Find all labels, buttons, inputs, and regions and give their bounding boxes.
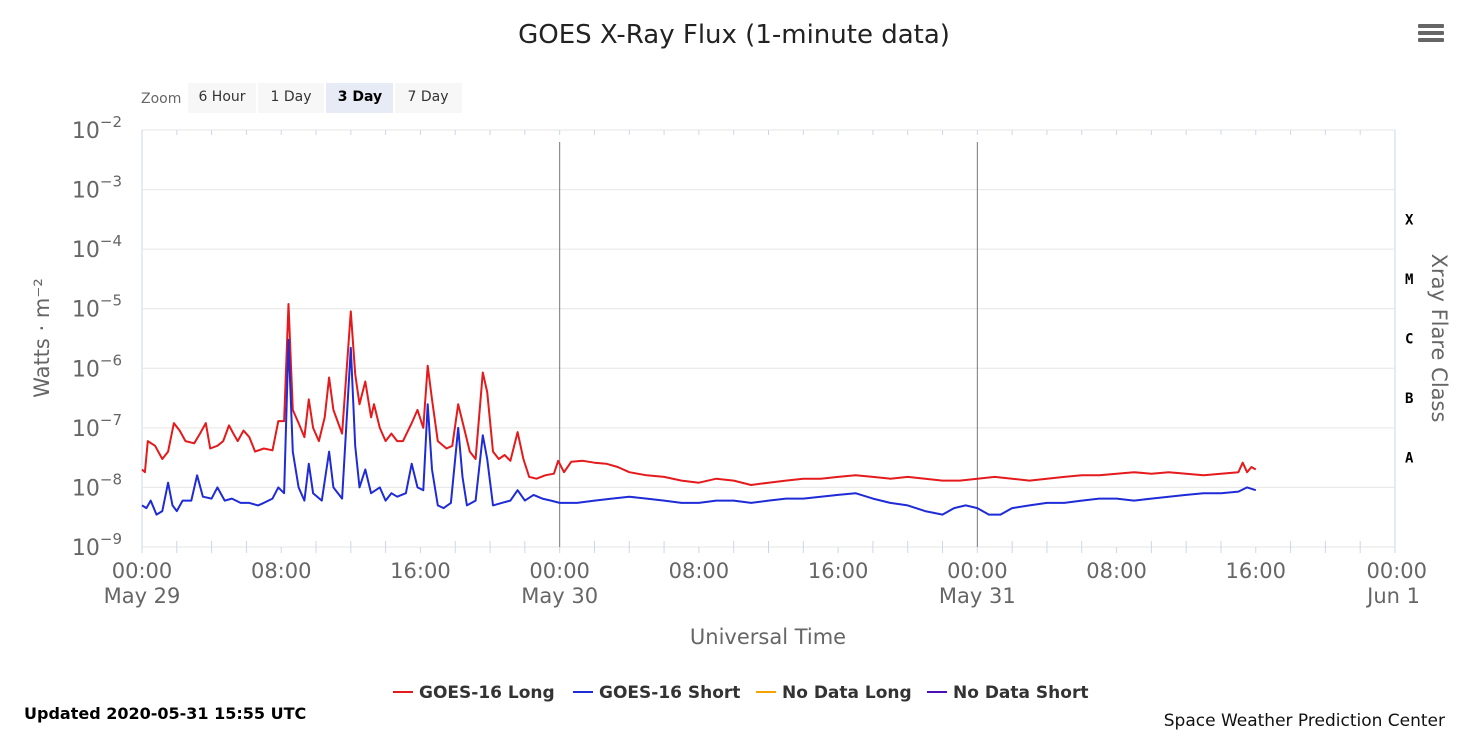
flare-class-m: M [1405,272,1413,288]
x-tick-date-6: May 31 [939,584,1016,608]
y-axis-tick-labels: 10−2 10−3 10−4 10−5 10−6 10−7 10−8 10−9 [72,113,122,561]
zoom-button-6h-label: 6 Hour [198,89,245,105]
x-tick-label-0: 00:00 [112,559,173,583]
zoom-button-3d-label: 3 Day [338,89,382,105]
x-tick-label-6: 00:00 [947,559,1008,583]
flare-class-x: X [1405,212,1414,228]
legend-item-no-data-short[interactable]: No Data Short [927,683,1088,703]
flare-class-c: C [1405,332,1413,348]
x-axis-ticks [141,130,1396,553]
x-tick-date-0: May 29 [104,584,181,608]
zoom-button-1d-label: 1 Day [270,89,311,105]
chart-title: GOES X-Ray Flux (1-minute data) [518,20,950,50]
x-tick-label-1: 08:00 [251,559,312,583]
x-tick-date-3: May 30 [521,584,598,608]
series-line-goes-16-long [141,303,1257,486]
flare-class-a: A [1405,451,1414,467]
y-tick-label-2: 10−4 [72,232,122,263]
zoom-controls: Zoom 6 Hour 1 Day 3 Day 7 Day [141,83,462,113]
updated-timestamp: Updated 2020-05-31 15:55 UTC [24,704,307,723]
zoom-label: Zoom [141,91,181,107]
y-axis-label: Watts · m⁻² [30,278,54,398]
zoom-button-3d[interactable]: 3 Day [326,83,393,113]
x-tick-label-4: 08:00 [669,559,730,583]
series-lines [141,303,1257,516]
legend-label: No Data Long [782,683,912,703]
zoom-button-6h[interactable]: 6 Hour [188,83,256,113]
flare-class-labels: X M C B A [1405,212,1414,466]
y-tick-label-4: 10−6 [72,351,122,382]
y-tick-label-0: 10−2 [72,113,122,144]
zoom-button-7d[interactable]: 7 Day [395,83,462,113]
legend-label: No Data Short [953,683,1088,703]
legend: GOES-16 Long GOES-16 Short No Data Long No … [393,683,1088,703]
y-tick-label-5: 10−7 [72,411,122,442]
x-tick-label-7: 08:00 [1086,559,1147,583]
y-tick-label-7: 10−9 [72,530,122,561]
legend-item-goes-16-long[interactable]: GOES-16 Long [393,683,555,703]
y-tick-label-6: 10−8 [72,470,122,501]
legend-label: GOES-16 Long [419,683,555,703]
series-line-goes-16-short [141,338,1257,516]
legend-item-goes-16-short[interactable]: GOES-16 Short [573,683,740,703]
y-tick-label-1: 10−3 [72,173,122,204]
flare-class-b: B [1405,391,1413,407]
x-tick-label-5: 16:00 [808,559,869,583]
zoom-button-1d[interactable]: 1 Day [258,83,324,113]
y-axis-right-label: Xray Flare Class [1427,254,1451,423]
x-tick-date-9: Jun 1 [1365,584,1420,608]
x-tick-label-2: 16:00 [390,559,451,583]
hamburger-menu-icon[interactable] [1418,24,1444,48]
legend-label: GOES-16 Short [599,683,740,703]
legend-item-no-data-long[interactable]: No Data Long [756,683,912,703]
x-tick-label-9: 00:00 [1366,559,1427,583]
y-tick-label-3: 10−5 [72,292,122,323]
plot-area [141,129,1396,548]
x-axis-label: Universal Time [690,625,846,649]
zoom-button-7d-label: 7 Day [407,89,448,105]
x-tick-label-8: 16:00 [1226,559,1287,583]
credit-text: Space Weather Prediction Center [1163,711,1445,731]
x-tick-label-3: 00:00 [529,559,590,583]
